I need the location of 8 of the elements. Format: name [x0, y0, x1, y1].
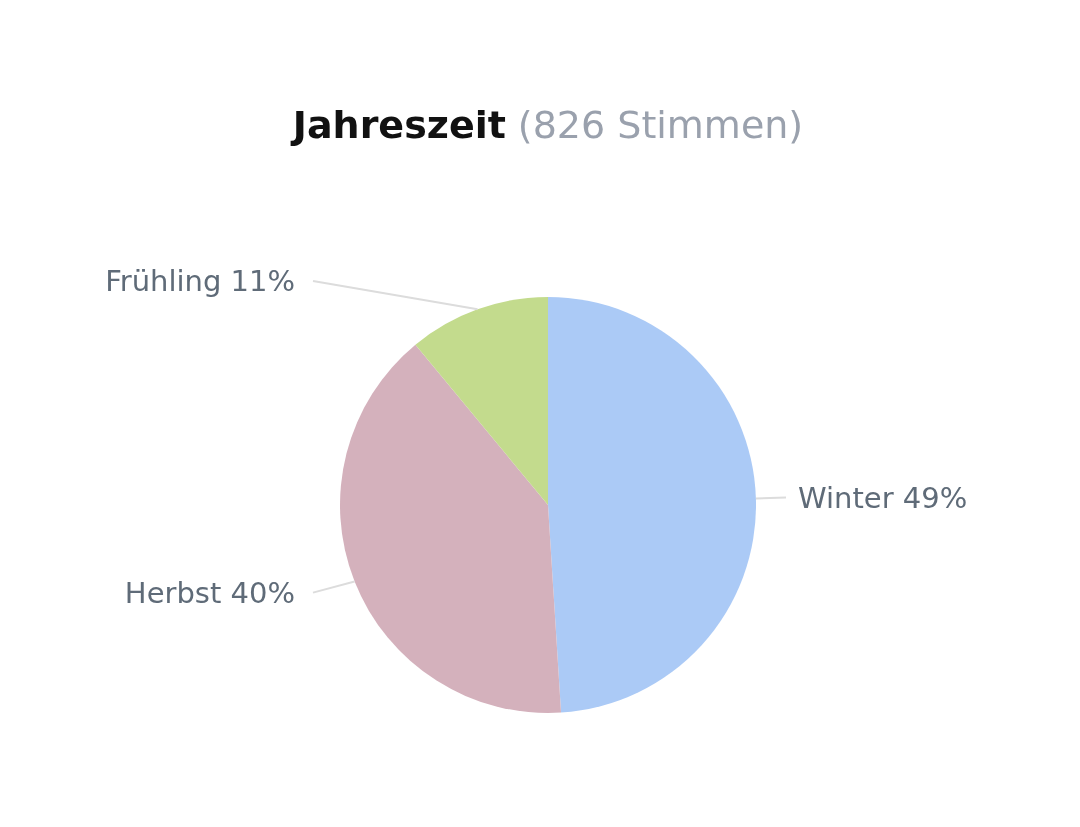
pie-slice — [415, 297, 548, 505]
chart-title: Jahreszeit — [289, 103, 506, 147]
slice-label: Herbst 40% — [124, 575, 295, 610]
chart-subtitle: (826 Stimmen) — [517, 103, 804, 147]
pie-slice — [340, 344, 562, 713]
slice-label: Winter 49% — [798, 480, 968, 515]
pie-slice — [548, 297, 756, 713]
slice-label: Frühling 11% — [105, 264, 295, 299]
